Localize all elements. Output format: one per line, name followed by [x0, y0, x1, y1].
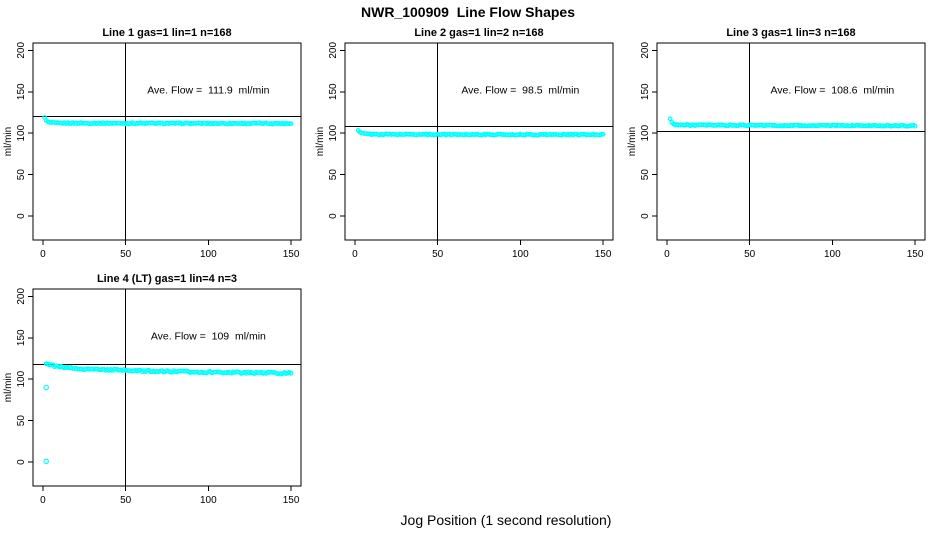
subplot-line-1-canvas: Line 1 gas=1 lin=1 n=168 0 50 100 150 0 50 100 1… — [3, 27, 302, 260]
plot-box — [656, 42, 926, 241]
y-tick-label: 100 — [16, 370, 27, 387]
x-axis: 0 50 100 150 — [352, 240, 612, 260]
subplot-line-4-canvas: Line 4 (LT) gas=1 lin=4 n=3 0 50 100 150 0 50 1… — [3, 273, 302, 506]
x-axis-label: Jog Position (1 second resolution) — [400, 512, 612, 528]
plot-box — [344, 42, 614, 241]
y-tick-label: 100 — [328, 124, 339, 141]
plot-box — [32, 42, 302, 241]
x-axis: 0 50 100 150 — [40, 486, 300, 506]
x-tick-label: 150 — [907, 249, 924, 260]
y-tick-label: 150 — [16, 83, 27, 100]
y-axis: 0 50 100 150 200 — [16, 288, 33, 465]
x-axis: 0 50 100 150 — [40, 240, 300, 260]
y-tick-label: 200 — [16, 288, 27, 305]
x-axis: 0 50 100 150 — [664, 240, 924, 260]
figure-title: NWR_100909 Line Flow Shapes — [361, 4, 575, 20]
x-tick-label: 0 — [352, 249, 358, 260]
subplot-line-2-canvas: Line 2 gas=1 lin=2 n=168 0 50 100 150 0 50 100 1… — [315, 27, 614, 260]
outlier-point — [43, 384, 50, 391]
y-tick-label: 50 — [16, 169, 27, 181]
data-points — [667, 116, 918, 129]
y-tick-label: 150 — [640, 83, 651, 100]
x-tick-label: 100 — [200, 495, 217, 506]
y-axis: 0 50 100 150 200 — [640, 42, 657, 219]
subplot-title: Line 2 gas=1 lin=2 n=168 — [414, 27, 543, 39]
plot-box — [32, 288, 302, 487]
subplot-line-3: Line 3 gas=1 lin=3 n=168 0 50 100 150 0 50 100 1… — [624, 22, 936, 267]
data-points — [43, 361, 294, 465]
data-points — [355, 127, 606, 138]
x-tick-label: 0 — [40, 249, 46, 260]
x-tick-label: 0 — [40, 495, 46, 506]
y-axis: 0 50 100 150 200 — [328, 42, 345, 219]
y-tick-label: 50 — [328, 169, 339, 181]
y-tick-label: 50 — [640, 169, 651, 181]
y-tick-label: 100 — [16, 124, 27, 141]
x-tick-label: 50 — [120, 495, 132, 506]
x-tick-label: 150 — [283, 249, 300, 260]
ave-flow-annotation: Ave. Flow = 108.6 ml/min — [770, 84, 894, 96]
subplot-line-2: Line 2 gas=1 lin=2 n=168 0 50 100 150 0 50 100 1… — [312, 22, 624, 267]
y-tick-label: 150 — [16, 329, 27, 346]
ave-flow-annotation: Ave. Flow = 98.5 ml/min — [461, 84, 579, 96]
y-tick-label: 200 — [640, 42, 651, 59]
y-tick-label: 50 — [16, 415, 27, 427]
outlier-point — [43, 458, 50, 465]
x-tick-label: 100 — [824, 249, 841, 260]
x-tick-label: 50 — [120, 249, 132, 260]
y-axis: 0 50 100 150 200 — [16, 42, 33, 219]
y-tick-label: 0 — [16, 459, 27, 465]
data-points — [42, 115, 294, 127]
subplot-line-3-canvas: Line 3 gas=1 lin=3 n=168 0 50 100 150 0 50 100 1… — [627, 27, 926, 260]
subplot-title: Line 3 gas=1 lin=3 n=168 — [726, 27, 855, 39]
subplot-title: Line 1 gas=1 lin=1 n=168 — [102, 27, 231, 39]
y-tick-label: 100 — [640, 124, 651, 141]
y-tick-label: 200 — [16, 42, 27, 59]
y-tick-label: 0 — [328, 213, 339, 219]
subplot-line-4: Line 4 (LT) gas=1 lin=4 n=3 0 50 100 150 0 50 1… — [0, 268, 312, 513]
ave-flow-annotation: Ave. Flow = 109 ml/min — [151, 330, 266, 342]
y-axis-title: ml/min — [3, 373, 14, 402]
x-tick-label: 50 — [744, 249, 756, 260]
y-axis-title: ml/min — [315, 127, 326, 156]
y-tick-label: 150 — [328, 83, 339, 100]
y-tick-label: 0 — [16, 213, 27, 219]
x-tick-label: 100 — [512, 249, 529, 260]
y-axis-title: ml/min — [3, 127, 14, 156]
y-axis-title: ml/min — [627, 127, 638, 156]
x-tick-label: 100 — [200, 249, 217, 260]
y-tick-label: 0 — [640, 213, 651, 219]
subplot-line-1: Line 1 gas=1 lin=1 n=168 0 50 100 150 0 50 100 1… — [0, 22, 312, 267]
y-tick-label: 200 — [328, 42, 339, 59]
x-tick-label: 0 — [664, 249, 670, 260]
subplot-title: Line 4 (LT) gas=1 lin=4 n=3 — [97, 273, 237, 285]
x-tick-label: 50 — [432, 249, 444, 260]
x-tick-label: 150 — [283, 495, 300, 506]
ave-flow-annotation: Ave. Flow = 111.9 ml/min — [147, 84, 269, 96]
x-tick-label: 150 — [595, 249, 612, 260]
